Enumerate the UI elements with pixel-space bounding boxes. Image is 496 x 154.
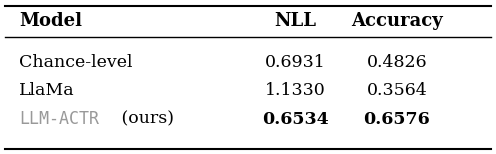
- Text: 0.6576: 0.6576: [364, 111, 430, 128]
- Text: LlaMa: LlaMa: [19, 82, 74, 99]
- Text: Accuracy: Accuracy: [351, 12, 442, 30]
- Text: 0.6931: 0.6931: [265, 54, 325, 71]
- Text: LLM-ACTR: LLM-ACTR: [19, 110, 99, 128]
- Text: 0.6534: 0.6534: [262, 111, 328, 128]
- Text: 0.4826: 0.4826: [367, 54, 427, 71]
- Text: 1.1330: 1.1330: [265, 82, 325, 99]
- Text: NLL: NLL: [274, 12, 316, 30]
- Text: (ours): (ours): [116, 111, 174, 128]
- Text: Model: Model: [19, 12, 82, 30]
- Text: 0.3564: 0.3564: [367, 82, 427, 99]
- Text: Chance-level: Chance-level: [19, 54, 132, 71]
